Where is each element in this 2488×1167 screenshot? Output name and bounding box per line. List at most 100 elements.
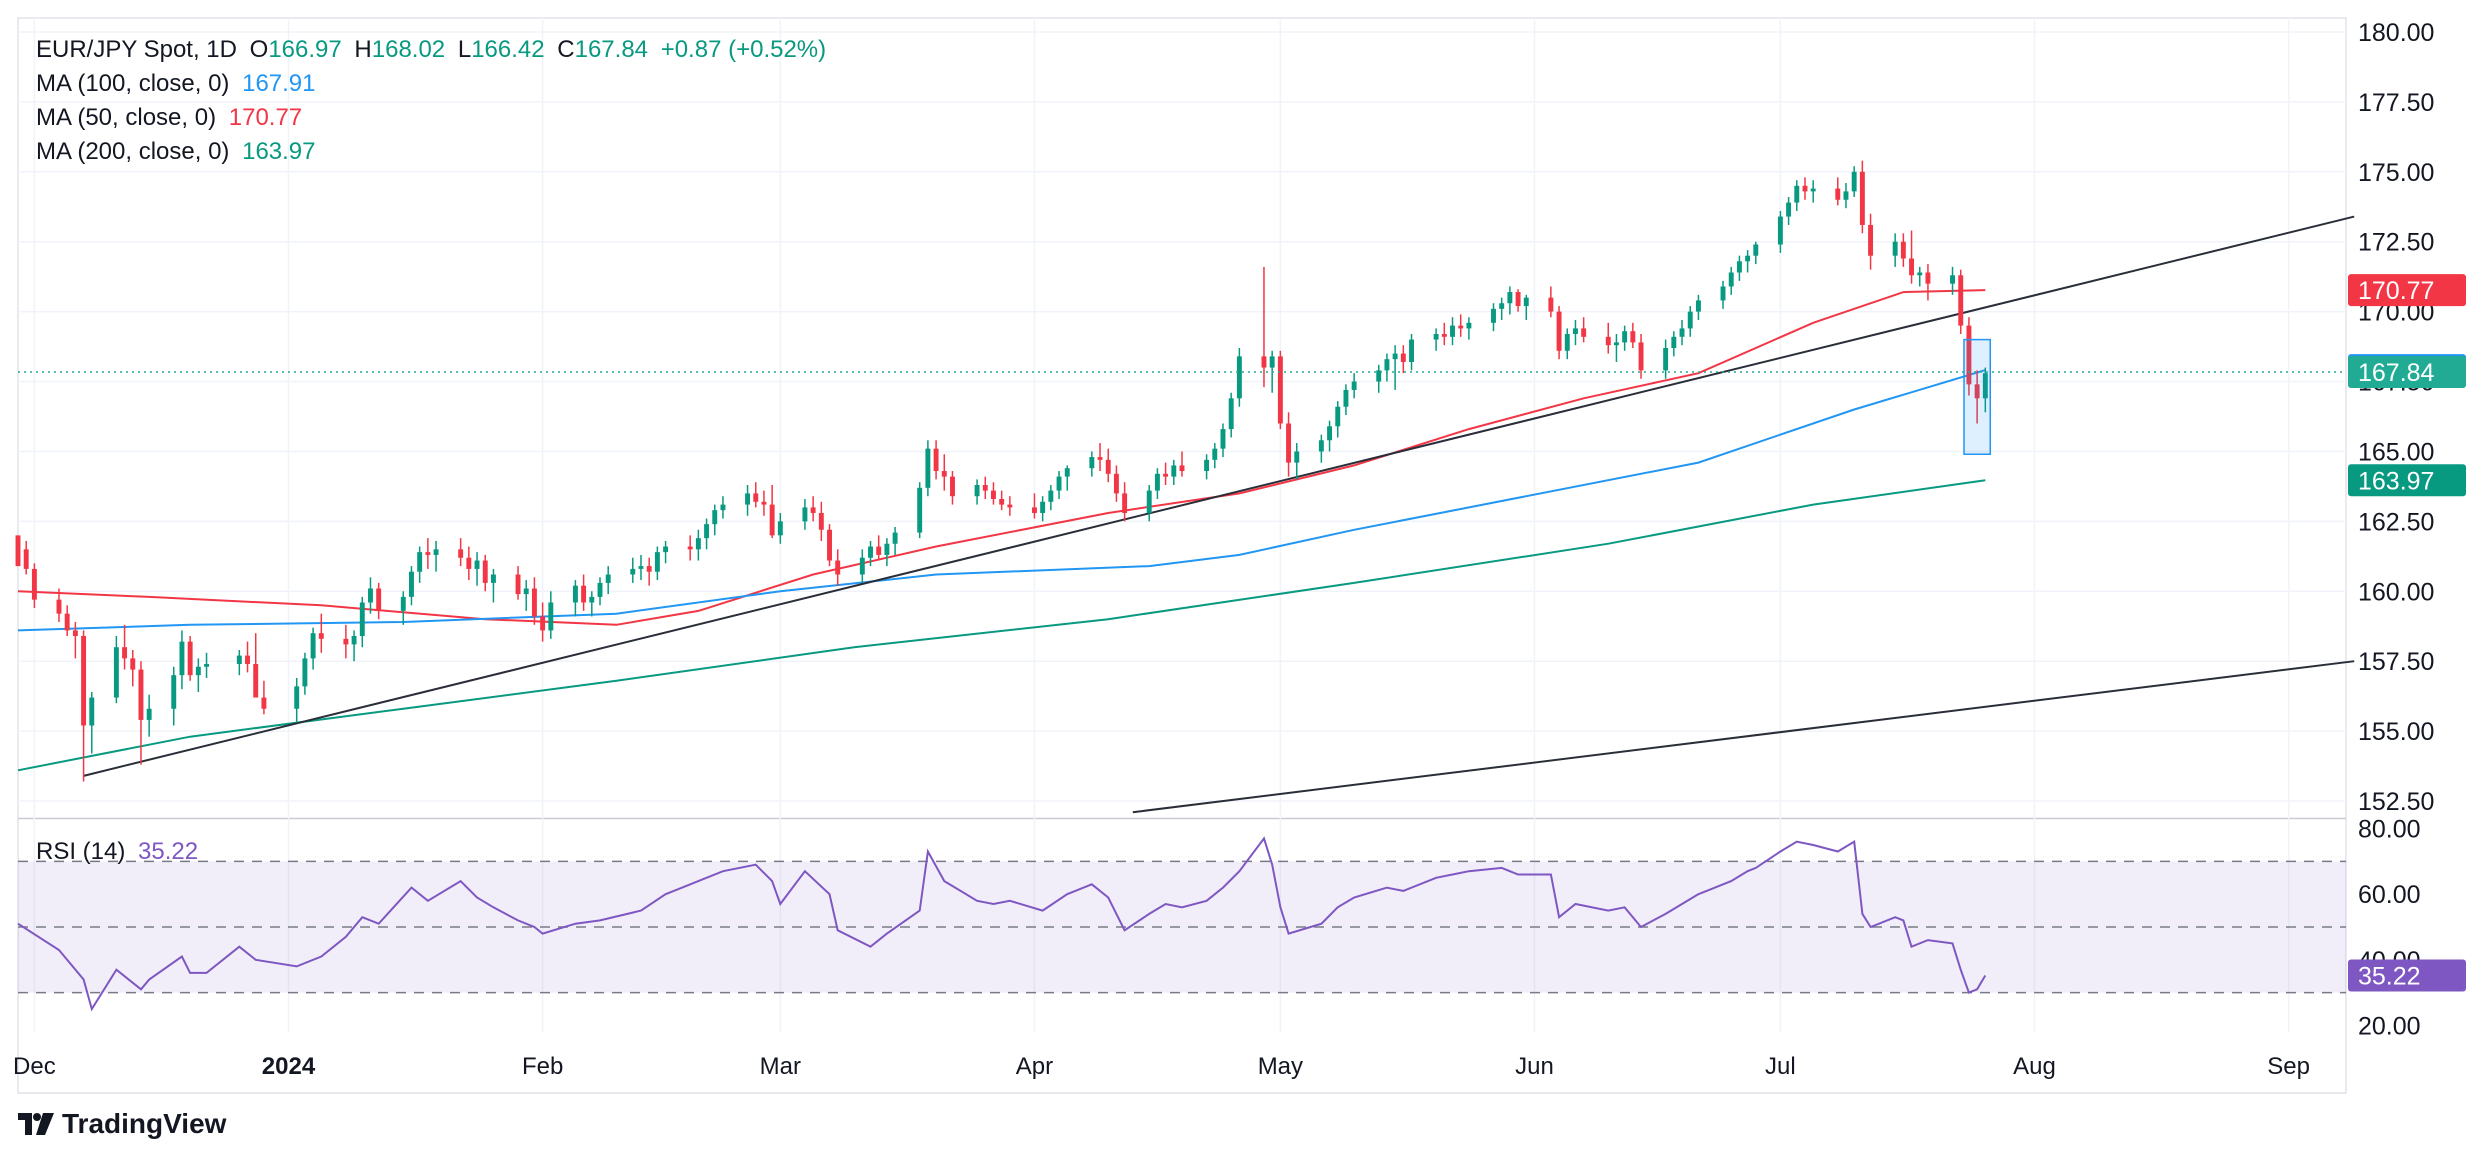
candle-body [195,666,201,676]
candle-body [1581,328,1587,337]
ma100-label: MA (100, close, 0) [36,70,230,97]
candle-body [1605,336,1611,346]
candle-body [359,602,365,637]
candle-body [1523,297,1529,307]
candle-body [597,582,603,597]
price-tag-label: 167.84 [2358,359,2435,387]
candle-body [1269,356,1275,368]
candle-body [15,535,21,567]
candle-body [490,574,496,583]
price-tick-label: 180.00 [2358,19,2434,47]
candle-body [294,686,300,709]
price-tag-label: 170.77 [2358,277,2434,305]
candle-body [376,588,382,611]
ma50-legend: MA (50, close, 0) 170.77 [36,104,308,132]
candle-body [1851,171,1857,192]
price-tick-label: 165.00 [2358,438,2434,466]
candle-body [146,708,152,720]
candle-body [1515,292,1521,307]
candle-body [1318,440,1324,452]
candle-body [1040,501,1046,513]
candle-body [1909,258,1915,276]
low-label: L [457,36,472,63]
ma-line [17,479,1986,772]
price-tick-label: 162.50 [2358,508,2434,536]
candle-body [113,647,119,698]
candle-body [540,616,546,631]
candle-body [1695,300,1701,312]
candle-body [1294,451,1300,463]
candle-body [1146,490,1152,513]
candle-body [835,560,841,575]
candle-body [1335,406,1341,427]
candles [15,160,1988,782]
rsi-label: RSI (14) [36,838,126,865]
symbol-legend: EUR/JPY Spot, 1D O166.97 H168.02 L166.42… [36,36,832,64]
candle-body [1630,331,1636,343]
candle-body [425,552,431,555]
candle-body [1900,241,1906,259]
low-value: 166.42 [471,36,545,63]
candle-body [1687,311,1693,329]
candle-body [236,655,242,664]
candle-body [1327,426,1333,441]
rsi-value: 35.22 [138,838,199,865]
candle-body [1056,476,1062,491]
candle-body [950,476,955,497]
candle-body [1007,504,1013,508]
candle-body [1622,331,1628,343]
time-axis: Dec 2024 Feb Mar Apr May Jun Jul Aug Sep [13,1053,2310,1080]
price-tick-label: 172.50 [2358,229,2434,257]
candle-body [1745,255,1751,262]
time-tick-label: Apr [1016,1053,1053,1080]
candle-body [1228,398,1234,430]
candle-body [89,697,95,726]
candle-body [1966,325,1972,385]
close-value: 167.84 [574,36,649,63]
candle-body [1736,261,1742,273]
time-tick-label: 2024 [262,1053,316,1080]
candle-body [1220,429,1226,449]
candle-body [1892,241,1898,256]
trendline [1132,660,2355,814]
candle-body [171,675,177,709]
candle-body [302,658,308,687]
price-tag [2348,274,2466,307]
candle-body [400,596,406,611]
candle-body [712,510,718,525]
candle-body [458,549,464,558]
time-tick-label: Mar [760,1053,801,1080]
candle-body [417,552,423,572]
candle-body [630,568,636,575]
time-tick-label: Jun [1515,1053,1554,1080]
candle-body [892,532,898,544]
tradingview-logo-icon [18,1113,54,1135]
candle-body [466,557,472,569]
candle-body [1728,272,1734,287]
candle-body [933,448,939,472]
candle-body [982,485,988,491]
moving-averages [17,289,1986,772]
candle-body [1392,353,1398,360]
candle-body [704,524,710,539]
time-tick-label: Aug [2013,1053,2056,1080]
candle-body [1564,334,1570,351]
candle-body [81,636,87,726]
candle-body [1950,275,1955,284]
candle-body [720,504,726,511]
candle-body [1638,342,1644,371]
symbol-label: EUR/JPY Spot, 1D [36,36,237,63]
candle-body [482,560,488,583]
candle-body [1064,468,1070,477]
ma200-legend: MA (200, close, 0) 163.97 [36,138,322,166]
candle-body [769,504,775,536]
candle-body [761,501,767,505]
candle-body [745,493,751,505]
candle-body [974,485,980,497]
candle-body [1089,457,1095,469]
candle-body [204,663,209,667]
candle-body [818,512,824,530]
tradingview-brand[interactable]: TradingView [18,1108,226,1140]
